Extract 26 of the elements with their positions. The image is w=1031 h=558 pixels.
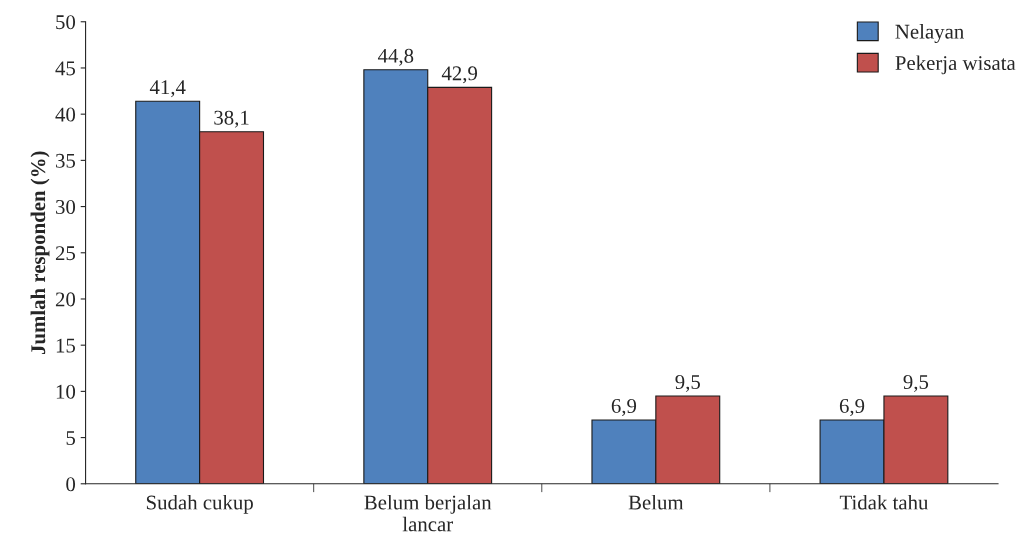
x-tick-label: Sudah cukup (146, 494, 253, 514)
y-tick-label: 10 (56, 384, 76, 399)
y-tick-label: 0 (66, 477, 76, 492)
y-tick-label: 30 (56, 199, 76, 214)
data-label: 6,9 (839, 399, 865, 417)
data-label: 9,5 (675, 374, 700, 392)
y-tick-label: 15 (56, 338, 76, 353)
x-tick-label: Tidak tahu (839, 494, 929, 510)
legend-label: Nelayan (895, 24, 964, 43)
data-label: 38,1 (214, 110, 249, 128)
y-tick-label: 45 (55, 61, 76, 76)
y-tick-label: 40 (55, 107, 76, 122)
data-label: 44,8 (377, 48, 414, 66)
data-label: 41,4 (149, 80, 186, 98)
legend-label: Pekerja wisata (895, 55, 1016, 75)
y-tick-label: 20 (55, 292, 76, 307)
y-axis-title: Jumlah responden (%) (30, 151, 50, 355)
data-label: 42,9 (441, 66, 478, 84)
y-tick-label: 50 (56, 15, 76, 30)
x-tick-label: Belum berjalan lancar (364, 494, 492, 532)
data-label: 9,5 (903, 374, 929, 392)
y-tick-label: 35 (56, 153, 76, 168)
y-tick-label: 5 (66, 431, 76, 446)
x-tick-label: Belum (628, 494, 684, 510)
y-tick-label: 25 (55, 246, 76, 261)
data-label: 6,9 (611, 399, 637, 417)
